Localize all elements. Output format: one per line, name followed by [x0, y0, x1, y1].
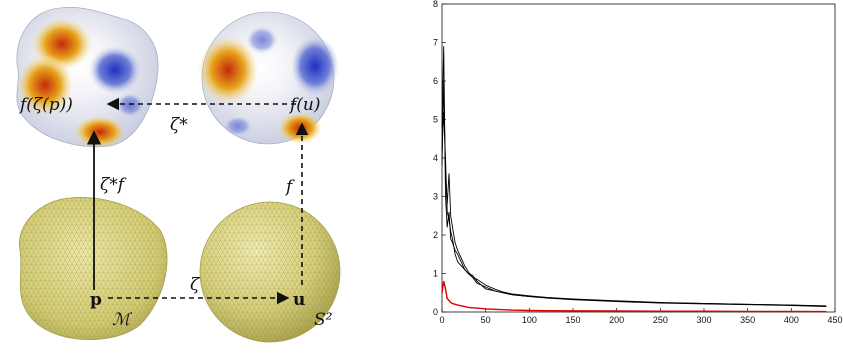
series-group [441, 46, 827, 313]
x-tick-label: 200 [609, 315, 624, 325]
series-line-black [441, 80, 827, 307]
heatmap-sphere [198, 11, 339, 145]
label-top-arrow: ζ* [170, 115, 188, 135]
plot-frame [441, 3, 836, 313]
y-tick-label: 8 [433, 0, 438, 9]
x-tick-label: 400 [784, 315, 799, 325]
label-left-arrow: ζ*f [100, 175, 127, 195]
label-bottom-arrow: ζ [190, 275, 201, 295]
label-sphere: S² [314, 310, 333, 330]
label-point-p: p [90, 290, 102, 310]
x-tick-label: 50 [481, 315, 491, 325]
x-tick-label: 350 [740, 315, 755, 325]
y-tick-label: 4 [433, 153, 438, 163]
y-tick-label: 6 [433, 76, 438, 86]
y-tick-label: 7 [433, 38, 438, 48]
y-tick-label: 2 [433, 230, 438, 240]
label-top-right: f(u) [288, 95, 321, 115]
series-line-black [441, 111, 827, 308]
x-tick-label: 0 [439, 315, 444, 325]
x-tick-label: 150 [565, 315, 580, 325]
x-tick-label: 100 [522, 315, 537, 325]
x-tick-label: 300 [696, 315, 711, 325]
y-tick-label: 0 [433, 307, 438, 317]
line-chart: 0 50 100 150 200 250 300 350 400 450 0 1 2 3 4 5 6 7 8 [433, 0, 843, 325]
series-line-red [441, 281, 827, 313]
y-tick-label: 3 [433, 192, 438, 202]
x-tick-label: 450 [827, 315, 842, 325]
label-top-left: f(ζ(p)) [18, 95, 73, 115]
x-tick-label: 250 [653, 315, 668, 325]
label-right-arrow: f [284, 177, 295, 197]
mesh-sphere [199, 201, 341, 343]
label-point-u: u [293, 290, 305, 310]
diagram-panel: f(ζ(p)) f(u) ζ* ζ*f f ζ p u ℳ S² [16, 7, 341, 343]
y-tick-label: 5 [433, 115, 438, 125]
y-tick-label: 1 [433, 269, 438, 279]
label-manifold: ℳ [112, 310, 133, 330]
heatmap-brain [16, 7, 159, 148]
